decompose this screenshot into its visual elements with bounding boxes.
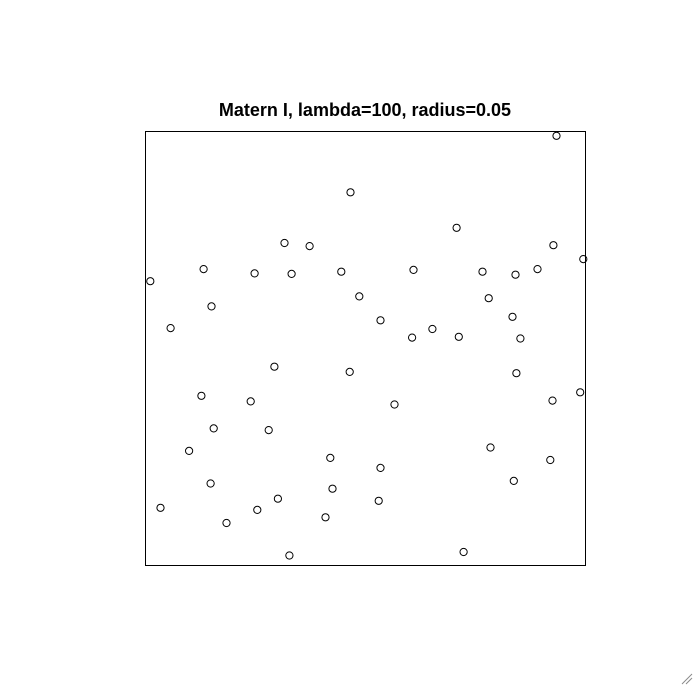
point-11 [338,268,345,275]
point-8 [200,266,207,273]
point-40 [547,456,554,463]
point-51 [286,552,293,559]
points-layer [147,132,587,559]
point-2 [347,189,354,196]
point-43 [329,485,336,492]
point-14 [512,271,519,278]
resize-grip-icon[interactable] [682,674,692,684]
point-10 [288,270,295,277]
point-33 [391,401,398,408]
point-9 [251,270,258,277]
point-6 [550,242,557,249]
point-16 [147,278,154,285]
point-48 [254,506,261,513]
point-37 [186,447,193,454]
point-49 [322,514,329,521]
point-12 [410,266,417,273]
point-3 [453,224,460,231]
point-25 [455,333,462,340]
point-24 [409,334,416,341]
point-17 [356,293,363,300]
point-38 [487,444,494,451]
point-1 [553,132,560,139]
point-36 [265,427,272,434]
point-23 [429,325,436,332]
point-30 [577,389,584,396]
point-26 [517,335,524,342]
point-47 [157,504,164,511]
point-27 [271,363,278,370]
point-35 [210,425,217,432]
point-39 [327,454,334,461]
point-20 [377,317,384,324]
point-29 [513,370,520,377]
point-15 [534,266,541,273]
point-31 [198,392,205,399]
point-41 [377,464,384,471]
point-44 [510,477,517,484]
point-5 [306,243,313,250]
point-46 [375,497,382,504]
point-52 [460,548,467,555]
point-45 [274,495,281,502]
point-4 [281,239,288,246]
observation-window [146,132,586,566]
point-18 [485,295,492,302]
point-28 [346,368,353,375]
point-50 [223,519,230,526]
point-21 [509,313,516,320]
point-32 [247,398,254,405]
point-34 [549,397,556,404]
point-19 [208,303,215,310]
point-22 [167,325,174,332]
point-42 [207,480,214,487]
chart-title: Matern I, lambda=100, radius=0.05 [219,100,511,120]
point-13 [479,268,486,275]
